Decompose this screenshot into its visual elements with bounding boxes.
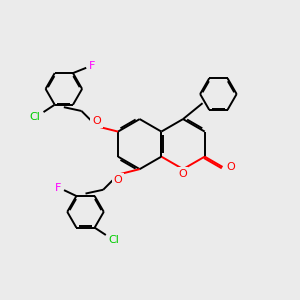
Text: F: F	[89, 61, 95, 71]
Text: O: O	[92, 116, 101, 126]
Text: Cl: Cl	[30, 112, 41, 122]
Text: O: O	[114, 175, 123, 185]
Text: O: O	[178, 169, 187, 178]
Text: O: O	[226, 162, 235, 172]
Text: Cl: Cl	[109, 235, 119, 245]
Text: F: F	[55, 183, 61, 193]
